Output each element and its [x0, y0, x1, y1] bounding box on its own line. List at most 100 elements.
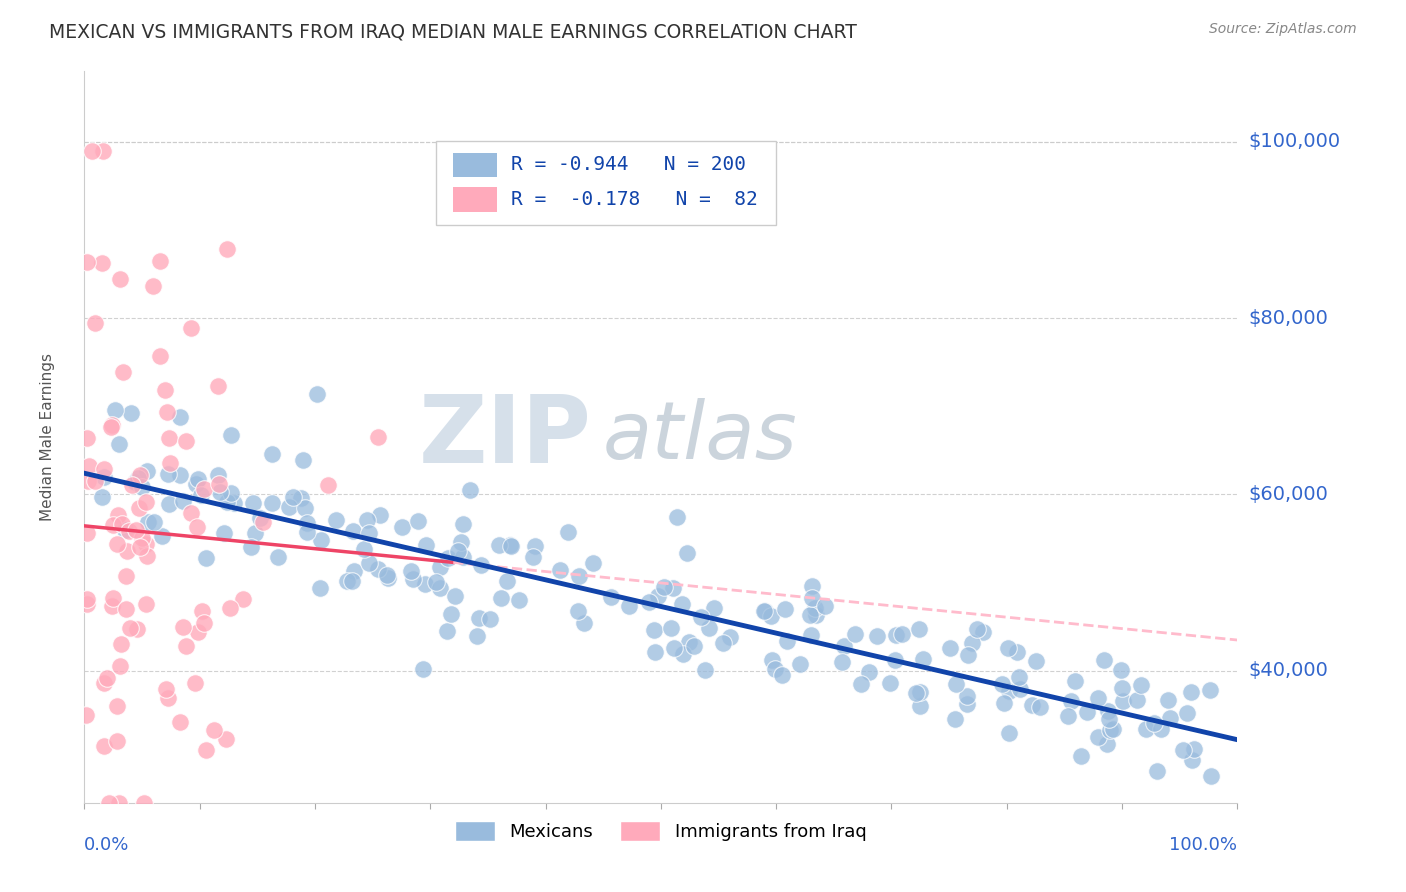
- Point: [690, 610, 713, 624]
- Point: [851, 677, 873, 691]
- Point: [831, 655, 853, 669]
- Point: [195, 551, 218, 566]
- Point: [262, 447, 284, 461]
- Point: [754, 604, 776, 618]
- Point: [149, 254, 172, 268]
- Point: [193, 615, 215, 630]
- Point: [91, 256, 114, 270]
- Point: [557, 524, 579, 539]
- Point: [789, 657, 811, 671]
- Point: [111, 365, 134, 379]
- Point: [120, 406, 142, 420]
- Point: [436, 624, 458, 639]
- Point: [136, 464, 159, 478]
- Point: [911, 651, 934, 665]
- Point: [101, 591, 124, 606]
- Point: [1159, 710, 1181, 724]
- Point: [370, 508, 392, 522]
- Point: [998, 725, 1021, 739]
- Point: [135, 549, 157, 563]
- Point: [467, 629, 489, 643]
- Point: [76, 432, 98, 446]
- Point: [110, 272, 132, 286]
- Point: [406, 515, 429, 529]
- Point: [202, 723, 225, 737]
- Point: [1143, 715, 1166, 730]
- Point: [359, 526, 381, 541]
- Point: [1007, 645, 1029, 659]
- Point: [956, 698, 979, 712]
- Text: 0.0%: 0.0%: [84, 836, 129, 854]
- Point: [149, 349, 172, 363]
- Point: [938, 640, 960, 655]
- Point: [468, 611, 491, 625]
- Point: [143, 515, 166, 529]
- Point: [93, 462, 115, 476]
- Point: [884, 628, 907, 642]
- Point: [105, 734, 128, 748]
- Point: [180, 506, 202, 520]
- Point: [131, 531, 153, 545]
- Point: [1135, 722, 1157, 736]
- Point: [316, 478, 339, 492]
- Point: [77, 474, 100, 488]
- Point: [960, 636, 983, 650]
- Point: [150, 529, 173, 543]
- Point: [993, 696, 1015, 710]
- Point: [98, 796, 121, 810]
- Point: [80, 144, 103, 158]
- Point: [110, 637, 132, 651]
- Text: $40,000: $40,000: [1249, 661, 1329, 680]
- Point: [776, 633, 799, 648]
- Point: [91, 144, 114, 158]
- Point: [429, 581, 451, 595]
- Point: [114, 602, 136, 616]
- Point: [129, 468, 152, 483]
- Point: [215, 242, 238, 256]
- Text: ZIP: ZIP: [419, 391, 592, 483]
- Bar: [453, 153, 498, 178]
- Point: [1175, 706, 1198, 720]
- Point: [402, 573, 425, 587]
- Point: [75, 708, 97, 723]
- Point: [91, 491, 114, 505]
- Point: [219, 485, 242, 500]
- Point: [1198, 682, 1220, 697]
- Text: $80,000: $80,000: [1249, 309, 1329, 327]
- Point: [770, 667, 793, 681]
- Point: [249, 510, 271, 524]
- Point: [232, 591, 254, 606]
- Point: [356, 513, 378, 527]
- Point: [956, 689, 979, 703]
- Point: [118, 621, 141, 635]
- Point: [367, 430, 389, 444]
- Point: [425, 574, 447, 589]
- Point: [858, 665, 880, 680]
- Point: [307, 387, 329, 401]
- Point: [242, 496, 264, 510]
- Point: [121, 478, 143, 492]
- Point: [128, 500, 150, 515]
- Point: [114, 524, 136, 538]
- Point: [1021, 698, 1043, 713]
- Point: [761, 609, 783, 624]
- Point: [105, 537, 128, 551]
- Point: [1098, 723, 1121, 737]
- Point: [156, 405, 179, 419]
- Point: [711, 636, 734, 650]
- Point: [108, 437, 131, 451]
- Point: [190, 488, 212, 502]
- Point: [412, 662, 434, 676]
- Point: [1087, 730, 1109, 744]
- Point: [644, 644, 666, 658]
- Point: [1063, 673, 1085, 688]
- Point: [93, 470, 115, 484]
- Point: [1181, 753, 1204, 767]
- Point: [678, 635, 700, 649]
- Point: [399, 564, 422, 578]
- Point: [1111, 663, 1133, 677]
- Point: [1180, 685, 1202, 699]
- Point: [180, 321, 202, 335]
- Point: [1095, 737, 1118, 751]
- Point: [695, 663, 717, 677]
